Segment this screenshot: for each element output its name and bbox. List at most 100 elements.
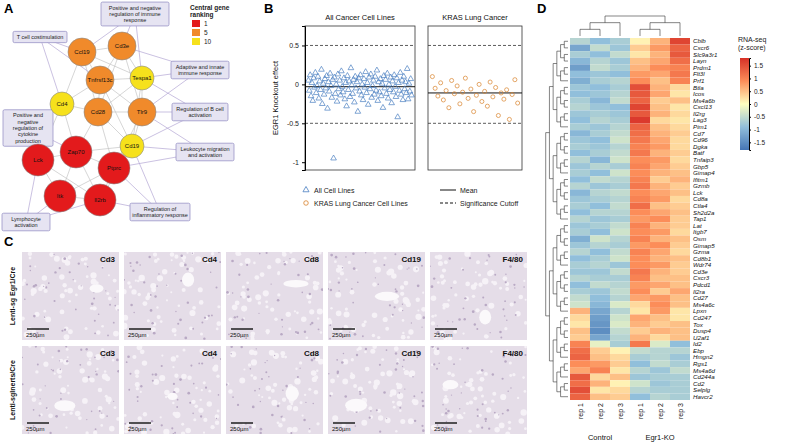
texture (488, 255, 490, 257)
texture (482, 403, 484, 405)
point (331, 155, 337, 160)
texture (271, 400, 277, 406)
cell (630, 216, 650, 223)
cell (590, 209, 610, 216)
texture (73, 279, 74, 280)
image: Cd19250µm (328, 344, 425, 434)
cell (670, 176, 690, 183)
texture (166, 285, 167, 286)
texture (31, 292, 35, 296)
image-ground (328, 346, 425, 434)
texture (378, 415, 383, 420)
texture (203, 337, 205, 339)
cell (590, 130, 610, 137)
node (108, 32, 136, 60)
texture (395, 352, 397, 354)
texture (219, 261, 221, 263)
texture (172, 402, 174, 404)
cell (610, 255, 630, 262)
texture (232, 304, 238, 310)
cell (670, 308, 690, 315)
texture (442, 268, 446, 272)
texture (67, 356, 69, 358)
tick-label: -0.5 (754, 113, 766, 120)
texture (162, 269, 167, 274)
texture (80, 349, 82, 351)
texture (266, 332, 269, 335)
point (433, 86, 437, 90)
texture (39, 388, 42, 391)
texture (99, 413, 104, 418)
texture (124, 423, 126, 425)
point (339, 68, 345, 73)
term-label: Adaptive and innateimmune response (176, 64, 225, 76)
cell (630, 64, 650, 71)
texture (441, 413, 444, 416)
texture (402, 366, 403, 367)
texture (193, 418, 196, 421)
figure: ABCDPositive and negativeregulation of i… (0, 0, 789, 448)
texture (494, 412, 496, 414)
texture (172, 328, 177, 333)
dendrogram-branch (561, 209, 568, 219)
texture (157, 315, 161, 319)
texture (98, 388, 103, 393)
cell (590, 328, 610, 335)
texture (345, 399, 367, 412)
dendrogram-branch (650, 23, 680, 36)
point (397, 69, 403, 74)
cell (610, 71, 630, 78)
cell (650, 341, 670, 348)
texture (189, 326, 193, 330)
texture (65, 346, 67, 347)
texture (78, 416, 82, 420)
term-box: Positive andnegativeregulation ofcytokin… (3, 110, 53, 147)
texture (253, 262, 256, 265)
texture (161, 355, 163, 357)
legend-swatch (192, 38, 200, 45)
texture (392, 401, 395, 404)
texture (524, 427, 527, 430)
texture (305, 275, 310, 280)
texture (65, 426, 67, 428)
cell (630, 91, 650, 98)
texture (187, 375, 191, 379)
texture (504, 360, 507, 363)
cell (590, 387, 610, 394)
texture (524, 354, 526, 356)
cell (630, 255, 650, 262)
cell (570, 361, 590, 368)
texture (359, 393, 361, 395)
texture (49, 252, 54, 257)
texture (478, 273, 481, 276)
texture (500, 337, 502, 339)
cell (670, 117, 690, 124)
texture (174, 334, 176, 336)
texture (130, 266, 131, 267)
texture (183, 348, 186, 351)
cell (590, 58, 610, 65)
point (361, 76, 367, 81)
point (461, 90, 465, 94)
cell (630, 110, 650, 117)
texture (189, 310, 195, 316)
texture (48, 413, 53, 418)
texture (65, 260, 70, 265)
texture (448, 299, 450, 301)
point (322, 76, 328, 81)
dendrogram-branch (564, 114, 568, 121)
texture (365, 348, 367, 350)
texture (458, 318, 461, 321)
texture (49, 432, 51, 434)
dendrogram-branch (557, 372, 561, 392)
texture (263, 290, 269, 296)
texture (33, 315, 36, 318)
texture (463, 412, 465, 414)
cell (570, 170, 590, 177)
texture (150, 283, 156, 289)
point (318, 87, 324, 92)
point (319, 101, 325, 106)
cell (590, 143, 610, 150)
texture (241, 319, 243, 321)
texture (67, 385, 69, 387)
